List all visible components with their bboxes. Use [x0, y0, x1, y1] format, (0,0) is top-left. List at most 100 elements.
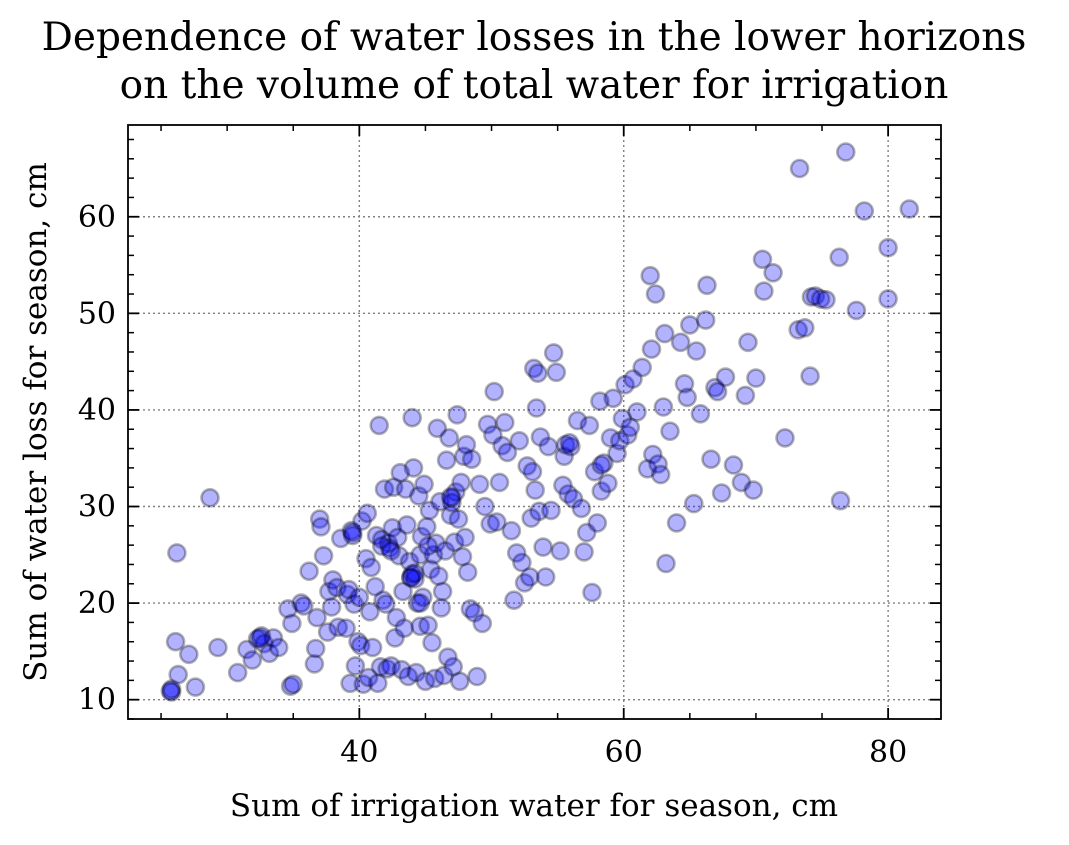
plot-frame: [127, 124, 942, 720]
data-point: [451, 472, 471, 493]
data-point: [535, 567, 556, 587]
data-point: [788, 319, 809, 340]
data-point: [418, 615, 438, 636]
data-point: [854, 201, 875, 221]
data-point: [447, 404, 468, 425]
data-point: [587, 513, 608, 533]
data-point: [317, 622, 338, 642]
data-point: [247, 628, 268, 649]
data-point: [529, 501, 549, 522]
data-point: [340, 673, 360, 694]
data-point: [387, 527, 408, 548]
data-point: [391, 659, 412, 680]
data-point: [208, 637, 228, 658]
data-point: [683, 493, 704, 514]
data-point: [617, 425, 638, 445]
data-point: [415, 671, 436, 692]
data-point: [330, 528, 351, 549]
y-axis-label: Sum of water loss for season, cm: [18, 162, 54, 682]
data-point: [530, 427, 551, 447]
data-point: [443, 656, 464, 677]
data-point: [541, 500, 561, 521]
data-point: [405, 569, 425, 589]
data-point: [497, 442, 518, 463]
data-point: [523, 358, 544, 379]
data-point: [715, 367, 736, 387]
data-point: [342, 525, 363, 546]
data-point: [369, 415, 390, 436]
data-point: [469, 474, 490, 495]
data-point: [582, 582, 602, 603]
data-point: [293, 596, 314, 616]
data-point: [440, 505, 461, 526]
data-point: [366, 525, 387, 546]
data-point: [494, 412, 515, 433]
data-point: [398, 666, 419, 687]
data-point: [641, 339, 662, 359]
data-point: [456, 434, 477, 455]
data-point: [579, 415, 600, 436]
data-point: [371, 529, 392, 550]
data-point: [393, 581, 413, 602]
data-point: [160, 681, 181, 701]
data-point: [810, 289, 831, 309]
data-point: [650, 464, 671, 485]
x-tick-label: 80: [869, 735, 907, 770]
data-point: [452, 546, 473, 567]
data-point: [522, 461, 543, 482]
data-point: [282, 613, 302, 634]
data-point: [878, 237, 898, 258]
data-point: [283, 674, 304, 695]
data-point: [711, 483, 732, 503]
data-point: [401, 568, 421, 588]
data-point: [263, 628, 284, 648]
data-point: [475, 496, 495, 517]
data-point: [410, 593, 431, 613]
data-point: [412, 587, 433, 608]
data-point: [584, 461, 605, 482]
data-point: [390, 462, 411, 483]
data-point: [707, 381, 728, 402]
data-point: [432, 581, 453, 602]
data-point: [394, 618, 415, 639]
data-point: [738, 332, 758, 353]
data-point: [414, 474, 434, 495]
data-point: [250, 628, 271, 648]
y-tick-label: 30: [78, 490, 116, 525]
data-point: [642, 444, 663, 465]
data-point: [648, 454, 668, 474]
data-point: [521, 508, 542, 528]
data-point: [161, 682, 182, 702]
data-point: [723, 455, 744, 475]
data-point: [268, 637, 289, 658]
data-point: [504, 590, 524, 611]
y-tick-label: 50: [78, 296, 116, 331]
data-point: [461, 449, 482, 470]
data-point: [686, 341, 707, 361]
data-point: [167, 543, 187, 563]
data-point: [428, 566, 449, 586]
data-point: [227, 662, 248, 683]
data-point: [594, 453, 614, 473]
data-point: [311, 516, 331, 537]
data-point: [561, 436, 581, 457]
data-point: [598, 473, 618, 494]
data-point: [677, 387, 698, 408]
data-point: [365, 576, 386, 597]
data-point: [846, 300, 867, 321]
data-point: [424, 668, 445, 689]
data-point: [362, 637, 383, 658]
data-point: [835, 142, 856, 162]
x-axis-label: Sum of irrigation water for season, cm: [230, 788, 838, 824]
data-point: [323, 570, 343, 590]
data-point: [406, 662, 427, 683]
data-point: [168, 664, 188, 685]
data-point: [259, 643, 280, 664]
data-point: [367, 673, 388, 694]
data-point: [305, 638, 326, 659]
data-point: [607, 443, 627, 464]
data-point: [525, 480, 546, 500]
data-point: [321, 597, 342, 617]
y-tick-label: 10: [78, 683, 116, 718]
data-point: [477, 414, 498, 435]
